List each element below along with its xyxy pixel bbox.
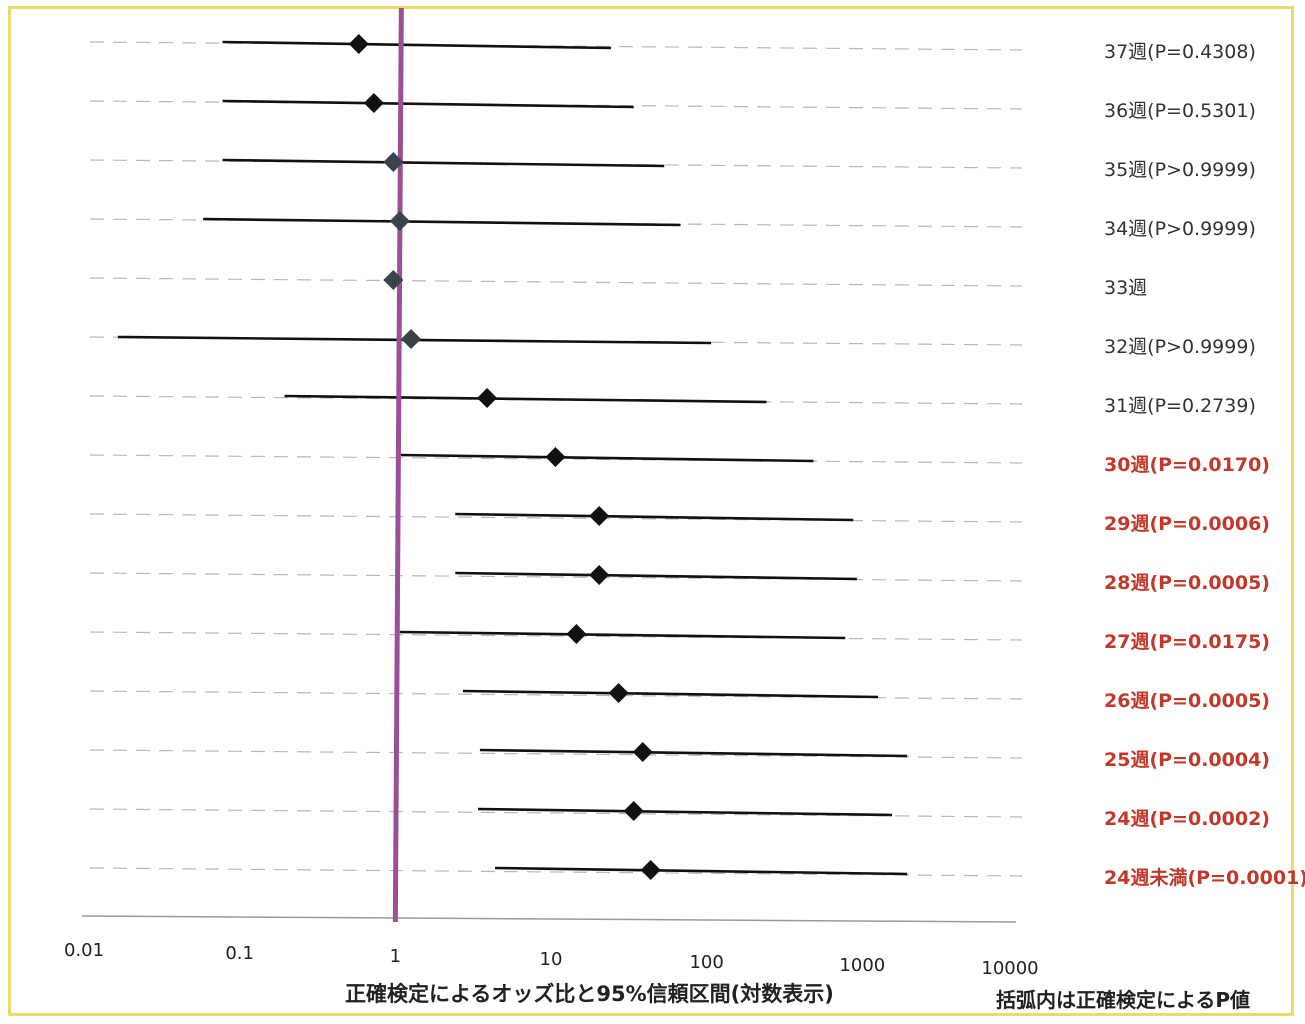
row-guide-line (89, 808, 1023, 818)
odds-ratio-point (623, 801, 644, 821)
row-guide-line (89, 513, 1023, 523)
row-label: 31週(P=0.2739) (1104, 395, 1256, 417)
row-label: 25週(P=0.0004) (1104, 749, 1270, 771)
row-label: 27週(P=0.0175) (1104, 631, 1270, 653)
row-label: 37週(P=0.4308) (1104, 41, 1256, 63)
x-tick-label: 0.01 (63, 940, 105, 961)
row-label: 33週 (1104, 277, 1148, 299)
row-label: 32週(P>0.9999) (1104, 336, 1256, 358)
confidence-interval (479, 748, 908, 758)
odds-ratio-point (389, 211, 410, 231)
row-guide-line (89, 277, 1023, 287)
row-label: 30週(P=0.0170) (1104, 454, 1270, 476)
x-tick-label: 10000 (981, 958, 1039, 979)
odds-ratio-point (545, 447, 566, 467)
row-label: 29週(P=0.0006) (1104, 513, 1270, 535)
confidence-interval (462, 689, 879, 699)
odds-ratio-point (477, 388, 498, 408)
row-guide-line (89, 572, 1023, 582)
row-label: 24週(P=0.0002) (1104, 808, 1270, 830)
row-guide-line (89, 690, 1023, 700)
row-label: 36週(P=0.5301) (1104, 100, 1256, 122)
confidence-interval (203, 217, 681, 227)
confidence-interval (455, 571, 857, 581)
odds-ratio-point (608, 683, 629, 703)
confidence-interval (284, 394, 767, 404)
row-label: 34週(P>0.9999) (1104, 218, 1256, 240)
odds-ratio-point (363, 93, 384, 113)
odds-ratio-point (640, 860, 661, 880)
confidence-interval (455, 512, 854, 522)
row-label: 28週(P=0.0005) (1104, 572, 1270, 594)
x-tick-label: 10 (539, 949, 563, 970)
confidence-interval (222, 158, 665, 168)
odds-ratio-point (383, 152, 404, 172)
confidence-interval (222, 99, 634, 109)
row-label: 35週(P>0.9999) (1104, 159, 1256, 181)
x-axis-line (81, 915, 1017, 923)
x-axis-label: 正確検定によるオッズ比と95%信頼区間(対数表示) (345, 982, 834, 1006)
odds-ratio-point (589, 506, 610, 526)
chart-frame (8, 6, 1294, 1016)
odds-ratio-point (589, 565, 610, 585)
reference-line-or-1 (392, 7, 404, 923)
row-guide-line (89, 867, 1023, 877)
row-guide-line (89, 749, 1023, 759)
confidence-interval (494, 866, 908, 876)
odds-ratio-point (632, 742, 653, 762)
x-tick-label: 0.1 (225, 943, 254, 964)
odds-ratio-point (566, 624, 587, 644)
x-tick-label: 1 (389, 946, 402, 967)
confidence-interval (399, 453, 814, 463)
row-label: 26週(P=0.0005) (1104, 690, 1270, 712)
x-tick-label: 1000 (839, 955, 886, 976)
odds-ratio-point (383, 270, 404, 290)
odds-ratio-point (348, 34, 369, 54)
row-label: 24週未満(P=0.0001) (1104, 867, 1305, 889)
x-tick-label: 100 (689, 952, 724, 973)
confidence-interval (222, 40, 611, 50)
odds-ratio-point (401, 329, 422, 349)
confidence-interval (478, 807, 893, 817)
row-guide-line (89, 631, 1023, 641)
p-value-note: 括弧内は正確検定によるP値 (996, 988, 1251, 1012)
confidence-interval (399, 630, 846, 640)
